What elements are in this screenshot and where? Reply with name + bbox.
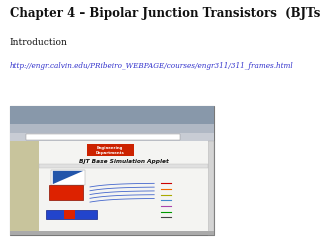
Bar — [39, 164, 208, 168]
Text: BJT Base Simulation Applet: BJT Base Simulation Applet — [79, 159, 169, 164]
Bar — [49, 185, 83, 200]
Bar — [10, 106, 214, 124]
Bar — [87, 144, 134, 156]
Bar — [208, 141, 214, 235]
Bar — [10, 106, 214, 235]
Bar — [10, 124, 214, 133]
Bar — [51, 170, 85, 185]
Text: Engineering
Departments: Engineering Departments — [96, 146, 124, 155]
Bar — [10, 141, 39, 235]
Bar — [10, 133, 214, 141]
Bar — [64, 210, 75, 219]
Text: http://engr.calvin.edu/PRibeiro_WEBPAGE/courses/engr311/311_frames.html: http://engr.calvin.edu/PRibeiro_WEBPAGE/… — [10, 62, 293, 70]
Bar — [26, 134, 180, 140]
Polygon shape — [53, 171, 83, 184]
Bar — [39, 141, 208, 235]
Bar — [10, 231, 214, 235]
Text: Chapter 4 – Bipolar Junction Transistors  (BJTs): Chapter 4 – Bipolar Junction Transistors… — [10, 7, 320, 20]
Text: Introduction: Introduction — [10, 38, 68, 48]
Bar — [46, 210, 97, 219]
